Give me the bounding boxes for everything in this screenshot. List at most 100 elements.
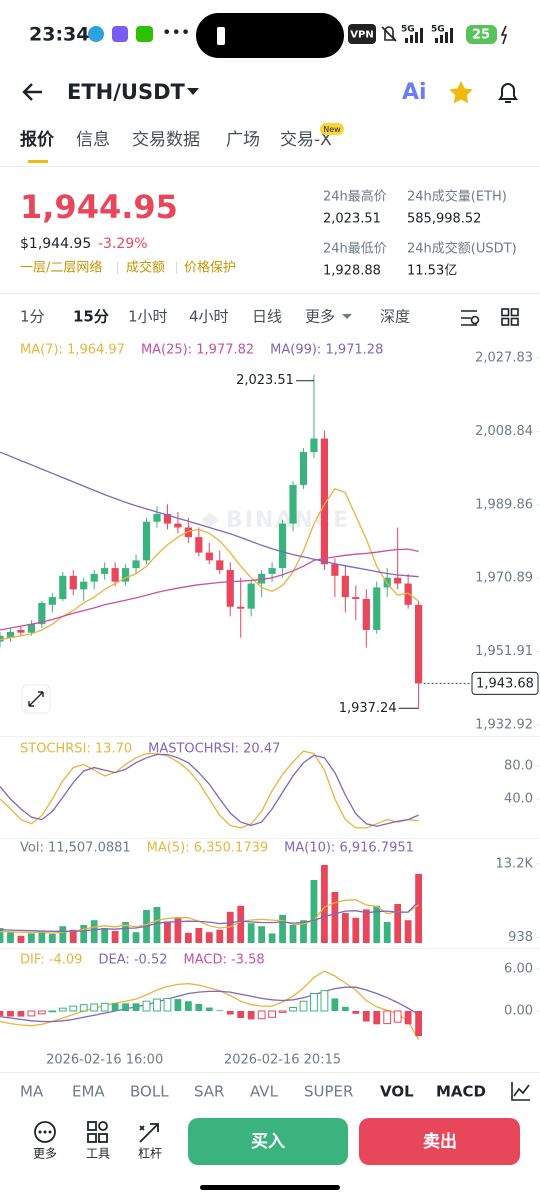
layout-icon[interactable]: [501, 308, 519, 326]
pair-dropdown[interactable]: [187, 88, 199, 95]
candle-body: [341, 575, 349, 598]
candle-body: [163, 513, 172, 524]
bar: [415, 873, 423, 943]
app-icon: [88, 26, 104, 42]
buy-label[interactable]: 买入: [251, 1132, 285, 1152]
interval[interactable]: 日线: [252, 308, 282, 326]
expand-icon: [28, 691, 44, 707]
bar: [0, 1011, 4, 1016]
y-tick-label: 13.2K: [496, 856, 534, 871]
bar: [48, 934, 56, 943]
indicator-tab[interactable]: BOLL: [130, 1083, 169, 1101]
legend-entry: DIF: -4.09: [20, 953, 82, 968]
leverage-icon[interactable]: [139, 1123, 159, 1143]
bar: [415, 1011, 423, 1037]
back-button[interactable]: [22, 83, 42, 101]
tag[interactable]: 价格保护: [184, 260, 236, 276]
bar: [59, 926, 67, 943]
candle-body: [184, 527, 192, 538]
tag-separator: [176, 262, 177, 274]
bar: [289, 925, 297, 943]
bar: [352, 1011, 360, 1014]
bar: [331, 998, 339, 1011]
tag[interactable]: 成交额: [126, 260, 165, 276]
tools-icon[interactable]: [87, 1121, 108, 1143]
tab[interactable]: 广场: [226, 130, 260, 150]
vpn-badge: [348, 24, 376, 44]
candle-body: [299, 452, 308, 485]
candle-body: [111, 568, 119, 582]
indicator-tab[interactable]: MA: [20, 1083, 44, 1101]
favorite-star[interactable]: [449, 81, 473, 104]
bar: [90, 920, 98, 943]
watermark-logo: [202, 512, 218, 528]
y-tick-label: 1,970.89: [475, 571, 533, 586]
interval[interactable]: 深度: [380, 308, 410, 326]
bar: [174, 999, 182, 1011]
buy-button[interactable]: [188, 1118, 348, 1165]
sell-label[interactable]: 卖出: [423, 1131, 457, 1152]
toolbar-label[interactable]: 杠杆: [138, 1146, 162, 1161]
bar: [7, 1011, 14, 1017]
tab[interactable]: 信息: [76, 130, 110, 150]
last-price-label: 1,943.68: [476, 676, 534, 691]
bar: [79, 1004, 88, 1012]
bar: [205, 1007, 213, 1011]
stat-value: 11.53亿: [407, 264, 457, 279]
bar: [69, 929, 77, 943]
bar: [373, 1011, 381, 1025]
series-line: [0, 970, 420, 1040]
y-tick-label: 40.0: [504, 792, 533, 807]
candle-body: [174, 523, 182, 528]
more-icon[interactable]: [34, 1121, 56, 1143]
bar: [331, 892, 339, 943]
indicator-tab[interactable]: AVL: [250, 1083, 279, 1101]
interval[interactable]: 1小时: [128, 308, 168, 326]
toolbar-label[interactable]: 工具: [86, 1147, 110, 1161]
indicator-tab[interactable]: SAR: [194, 1083, 224, 1101]
charts: BINANCE 2,027.83 2,008.84 1,989.86 1,970.89 1…: [0, 343, 540, 1068]
indicator-tab[interactable]: SUPER: [304, 1083, 353, 1101]
pair-title[interactable]: ETH/USDT: [67, 80, 186, 104]
tab[interactable]: 交易数据: [132, 130, 200, 150]
legend-entry: MA(99): 1,971.28: [270, 343, 383, 358]
tab-bar: 报价 信息 交易数据 广场 交易-X: [20, 129, 332, 150]
tag[interactable]: 一层/二层网络: [20, 260, 102, 276]
y-tick-label: 1,989.86: [475, 497, 533, 512]
interval[interactable]: 15分: [73, 308, 109, 326]
bar: [226, 1011, 234, 1015]
tab[interactable]: 报价: [20, 129, 55, 150]
more-dropdown[interactable]: [342, 314, 352, 319]
tab[interactable]: 交易-X: [280, 130, 332, 150]
candle-body: [247, 583, 255, 609]
interval[interactable]: 更多: [305, 308, 335, 326]
sell-button[interactable]: [359, 1118, 520, 1165]
stat-label: 24h最低价: [323, 242, 387, 257]
bar: [80, 925, 88, 943]
bar: [37, 1010, 46, 1015]
indicator-tab[interactable]: EMA: [72, 1083, 105, 1101]
interval[interactable]: 4小时: [189, 308, 229, 326]
candle-body: [132, 560, 140, 569]
interval[interactable]: 1分: [20, 308, 45, 326]
candle-body: [362, 599, 370, 630]
new-badge-label: New: [323, 125, 341, 134]
ai-button[interactable]: Ai: [402, 80, 427, 105]
indicator-tab[interactable]: VOL: [380, 1083, 414, 1101]
stat-label: 24h成交量(ETH): [407, 189, 507, 205]
candle-body: [404, 583, 412, 605]
bar: [184, 1001, 192, 1011]
bell-icon[interactable]: [498, 83, 518, 103]
indicator-settings-icon[interactable]: [511, 1082, 530, 1101]
candle-body: [195, 537, 203, 553]
divider: [0, 1072, 540, 1073]
series-line: [0, 901, 420, 932]
legend-entry: Vol: 11,507.0881: [20, 841, 131, 856]
bar: [17, 935, 25, 943]
indicator-tab[interactable]: MACD: [436, 1083, 486, 1101]
panel-divider: [0, 736, 540, 737]
toolbar-label[interactable]: 更多: [33, 1147, 57, 1161]
bar: [216, 929, 224, 943]
status-time: 23:34: [29, 24, 89, 46]
chart-settings-icon[interactable]: [461, 310, 480, 326]
